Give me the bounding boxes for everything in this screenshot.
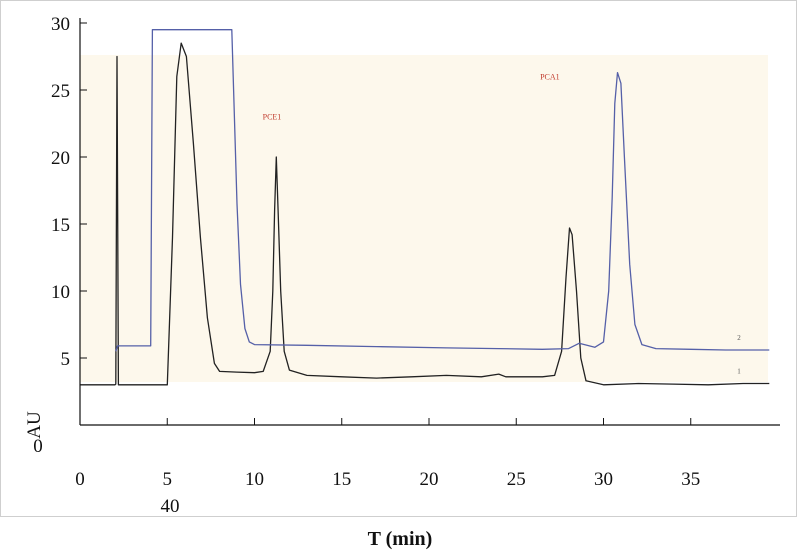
y-tick-label: 0	[33, 436, 43, 457]
y-tick-label: 30	[51, 14, 70, 35]
x-tick-label: 20	[420, 469, 439, 490]
series-label-1: 1	[737, 367, 741, 375]
series-line-2	[115, 29, 770, 352]
x-tick-label: 0	[75, 469, 85, 490]
chart-frame	[0, 0, 797, 517]
x-tick-label: 40	[161, 496, 180, 517]
x-tick-label: 15	[332, 469, 351, 490]
peak-annotation: PCE1	[263, 112, 282, 121]
y-axis-label: AU	[24, 411, 45, 439]
x-tick-label: 5	[163, 469, 173, 490]
series-label-2: 2	[737, 334, 741, 342]
y-tick-label: 15	[51, 215, 70, 236]
x-tick-label: 30	[594, 469, 613, 490]
x-tick-label: 35	[681, 469, 700, 490]
chromatogram-chart: 1 2 0 5 10 15 20 25 30 0 5 10 15 20 25 30 35 40 AU PCE1 PC…	[24, 14, 780, 517]
y-tick-label: 25	[51, 81, 70, 102]
y-tick-label: 5	[61, 349, 71, 370]
x-axis-label: T (min)	[367, 528, 433, 550]
x-tick-label: 10	[245, 469, 264, 490]
series-line-1	[80, 42, 770, 386]
y-tick-label: 20	[51, 148, 70, 169]
x-tick-label: 25	[507, 469, 526, 490]
plot-background	[80, 55, 768, 382]
peak-annotation: PCA1	[540, 72, 560, 81]
y-tick-label: 10	[51, 282, 70, 303]
